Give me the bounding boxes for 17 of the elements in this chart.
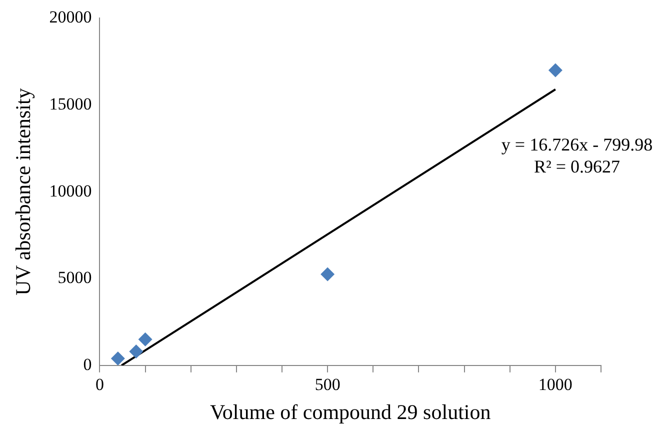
point [110, 351, 125, 366]
annotation: R² = 0.9627 [534, 156, 620, 177]
point [138, 332, 152, 346]
x-tick-label: 500 [314, 375, 340, 394]
point [548, 63, 562, 78]
y-tick-label: 0 [83, 354, 92, 374]
x-tick-label: 1000 [538, 375, 572, 394]
y-axis-title: UV absorbance intensity [11, 88, 36, 296]
point [320, 267, 335, 282]
y-tick-label: 20000 [49, 8, 92, 27]
x-tick-label: 0 [95, 375, 104, 394]
y-tick-label: 10000 [49, 181, 92, 200]
annotation: y = 16.726x - 799.98 [501, 134, 653, 155]
x-axis-title: Volume of compound 29 solution [210, 400, 492, 424]
point [129, 344, 144, 359]
y-tick-label: 15000 [49, 94, 92, 114]
y-tick-label: 5000 [58, 268, 92, 288]
